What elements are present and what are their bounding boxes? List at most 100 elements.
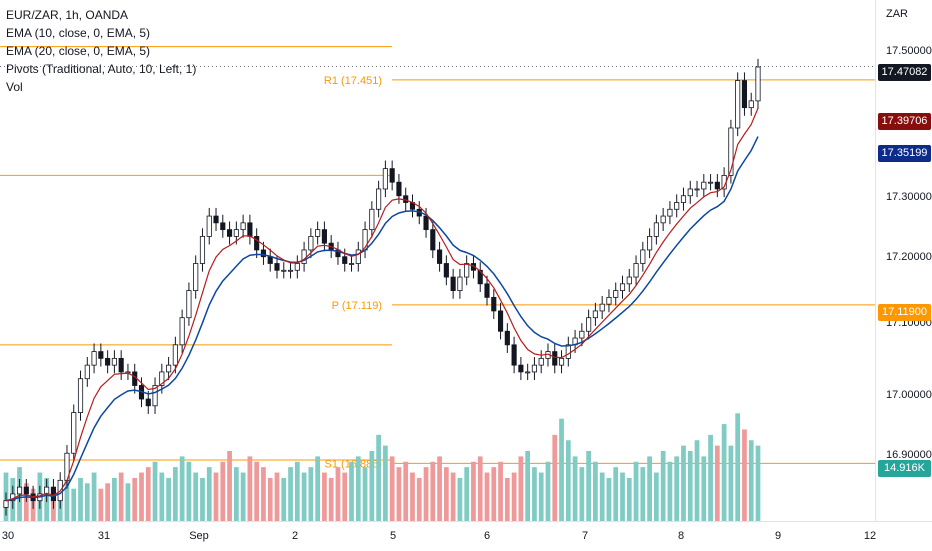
pivot-label-r1: R1 (17.451): [324, 75, 382, 87]
candle-body: [91, 351, 97, 366]
price-axis[interactable]: ZAR 17.50000 17.30000 17.20000 17.10000 …: [875, 0, 932, 521]
volume-bar: [660, 451, 666, 521]
volume-bar: [240, 472, 246, 521]
volume-bar: [179, 456, 185, 521]
candle-body: [71, 412, 77, 454]
legend-symbol[interactable]: EUR/ZAR, 1h, OANDA: [6, 8, 129, 22]
candle-body: [450, 276, 456, 292]
volume-bar: [186, 461, 192, 521]
volume-bar: [362, 467, 368, 521]
volume-bar: [477, 456, 483, 521]
volume-bar: [647, 456, 652, 521]
candle-body: [294, 263, 300, 271]
volume-bar: [714, 445, 720, 521]
volume-bar: [667, 461, 673, 521]
volume-bar: [538, 472, 544, 521]
candle-body: [348, 263, 355, 265]
volume-bar: [145, 467, 151, 521]
candle-body: [159, 371, 165, 386]
candle-body: [538, 357, 544, 366]
legend-ema20[interactable]: EMA (20, close, 0, EMA, 5): [6, 44, 151, 58]
candle-body: [247, 222, 253, 237]
volume-bar: [532, 467, 537, 521]
chart-legend: EUR/ZAR, 1h, OANDA EMA (10, close, 0, EM…: [6, 6, 196, 96]
candle-body: [694, 188, 700, 191]
volume-bar: [301, 472, 307, 521]
candle-body: [118, 357, 124, 373]
candle-body: [260, 249, 267, 258]
candle-body: [166, 364, 172, 373]
volume-bar: [288, 467, 293, 521]
volume-bar: [91, 472, 97, 521]
volume-bar: [457, 477, 463, 521]
candle-body: [674, 202, 680, 210]
volume-bar: [281, 477, 287, 521]
candle-body: [633, 263, 639, 278]
candle-body: [254, 235, 260, 251]
candle-body: [525, 371, 531, 374]
chart-pane[interactable]: R1 (17.451) P (17.119) S1 (16.885) EUR/ZAR…: [0, 0, 875, 521]
volume-bar: [572, 456, 578, 521]
candle-body: [315, 229, 321, 237]
candle-body: [186, 290, 192, 319]
volume-bar: [450, 472, 456, 521]
legend-pivots[interactable]: Pivots (Traditional, Auto, 10, Left, 1): [6, 62, 197, 76]
volume-bar: [403, 461, 409, 521]
time-tick: 8: [677, 530, 685, 542]
candle-body: [552, 351, 558, 366]
candle-body: [735, 80, 741, 129]
legend-ema10[interactable]: EMA (10, close, 0, EMA, 5): [6, 26, 151, 40]
candle-body: [626, 276, 632, 285]
volume-bar: [132, 477, 138, 521]
volume-bar: [708, 434, 713, 521]
candle-body: [660, 215, 666, 224]
candle-body: [687, 188, 693, 197]
volume-bar: [152, 461, 158, 521]
candle-body: [193, 263, 199, 292]
volume-value-badge: 14.916K: [878, 460, 931, 477]
candle-body: [653, 222, 659, 237]
volume-bar: [552, 434, 558, 521]
candle-body: [355, 249, 361, 264]
volume-bar: [139, 472, 144, 521]
volume-bar: [227, 451, 232, 521]
time-axis[interactable]: 30 31 Sep 2 5 6 7 8 9 12: [0, 521, 932, 551]
candle-body: [511, 344, 517, 366]
candle-body: [728, 127, 734, 176]
volume-bar: [328, 477, 334, 521]
volume-bar: [484, 472, 490, 521]
volume-bar: [633, 461, 639, 521]
volume-bar: [125, 483, 131, 521]
candle-body: [403, 195, 409, 203]
volume-bar: [518, 456, 524, 521]
volume-bar: [511, 472, 517, 521]
candle-body: [267, 256, 273, 264]
volume-bar: [267, 477, 273, 521]
volume-bar: [410, 472, 415, 521]
volume-bar: [64, 472, 70, 521]
volume-bar: [599, 472, 605, 521]
volume-bar: [105, 483, 110, 521]
volume-bar: [640, 467, 646, 521]
volume-bar: [620, 472, 625, 521]
volume-bar: [335, 467, 341, 521]
candle-body: [199, 235, 206, 264]
candle-body: [586, 317, 592, 332]
volume-bar: [687, 451, 693, 521]
price-chart[interactable]: R1 (17.451)P (17.119)S1 (16.885): [0, 0, 875, 521]
volume-bar: [254, 461, 260, 521]
volume-bar: [545, 461, 551, 521]
candle-body: [308, 235, 314, 251]
volume-bar: [84, 483, 90, 521]
volume-bar: [423, 467, 429, 521]
candle-body: [376, 188, 382, 210]
last-price-badge: 17.47082: [878, 64, 931, 81]
volume-bar: [416, 477, 422, 521]
legend-volume[interactable]: Vol: [6, 80, 23, 94]
candle-body: [484, 283, 490, 298]
volume-bar: [748, 440, 754, 521]
volume-bar: [261, 467, 266, 521]
volume-bar: [626, 477, 632, 521]
candle-body: [77, 378, 84, 413]
candle-body: [437, 249, 443, 264]
